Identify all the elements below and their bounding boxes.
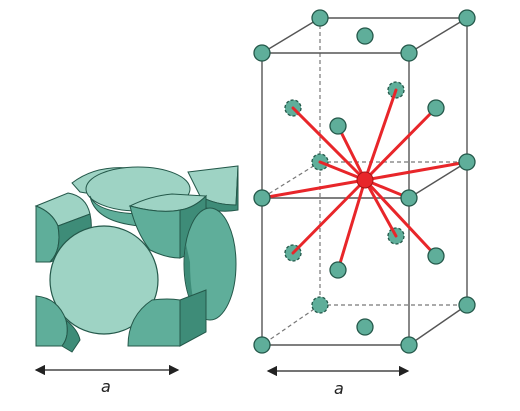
atom [356, 318, 374, 336]
fcc-lattice [253, 9, 476, 354]
left-dimension-label: a [101, 377, 111, 396]
central-atom [356, 171, 374, 189]
atom [400, 189, 418, 207]
front-face-atom [49, 225, 159, 335]
atom [329, 117, 347, 135]
atom [311, 9, 329, 27]
right-dimension: a [266, 365, 410, 398]
atom [253, 189, 271, 207]
bottom-front-right-corner-side [179, 289, 207, 347]
right-face-atom [183, 207, 237, 321]
bond [363, 178, 398, 238]
atom [458, 296, 476, 314]
space-filling-unit-cell [34, 165, 239, 353]
atom [311, 296, 329, 314]
atom [458, 9, 476, 27]
bond [336, 178, 367, 272]
left-dimension: a [34, 364, 180, 396]
front-atoms [253, 9, 476, 354]
atom [329, 261, 347, 279]
bond [260, 178, 367, 200]
bond [363, 178, 438, 258]
bottom-front-right-corner-sphere [127, 298, 181, 347]
right-dimension-label: a [334, 379, 344, 398]
bond [336, 124, 367, 182]
nearest-neighbor-bonds [260, 88, 469, 272]
atom [400, 44, 418, 62]
bond [363, 160, 469, 182]
bond [291, 178, 367, 255]
bond [291, 106, 367, 182]
atom [458, 153, 476, 171]
atom [427, 247, 445, 265]
atom [253, 44, 271, 62]
top-front-right-corner-front [129, 205, 181, 259]
atom [356, 27, 374, 45]
atom [253, 336, 271, 354]
atom [427, 99, 445, 117]
bottom-front-left-corner-side [61, 318, 81, 353]
right-face-atom-shade [184, 244, 200, 320]
lattice-frame [261, 17, 468, 346]
bond [363, 106, 438, 182]
atom [400, 336, 418, 354]
bond [363, 88, 398, 182]
